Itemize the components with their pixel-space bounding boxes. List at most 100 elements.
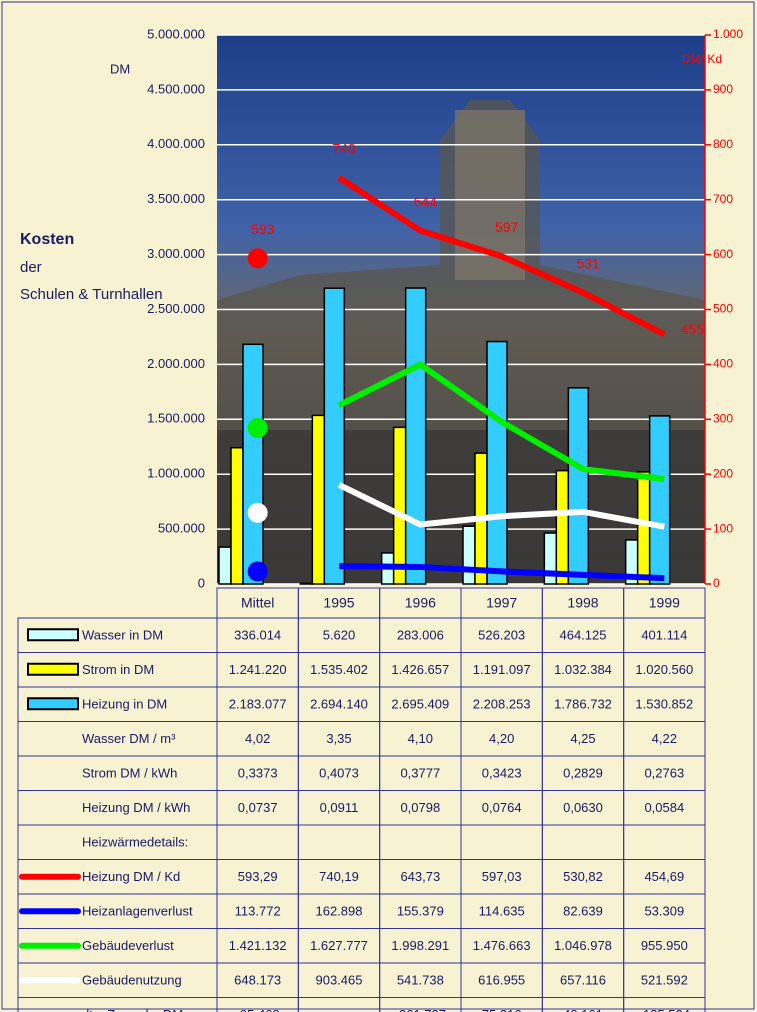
y2-tick-label: 500 (713, 302, 733, 316)
line (337, 361, 665, 483)
y2-tick-label: 1.000 (713, 27, 743, 41)
table-value: 1.426.657 (391, 662, 449, 677)
table-cell (297, 997, 381, 1012)
table-cell (379, 997, 462, 1012)
bar (462, 525, 476, 585)
row-label: Strom in DM (82, 662, 154, 677)
table-value: 648.173 (234, 973, 281, 988)
y-tick-label: 3.000.000 (147, 246, 205, 261)
row-label: Gebäudeverlust (82, 938, 174, 953)
table-cell (541, 997, 625, 1012)
table-value: 162.898 (316, 904, 363, 919)
table-value: 1.627.777 (310, 938, 368, 953)
y-tick-label: 500.000 (158, 521, 205, 536)
table-value: 1.530.852 (635, 697, 693, 712)
y-tick-label: 0 (198, 575, 205, 590)
marker (247, 561, 268, 582)
table-value: 2.208.253 (473, 697, 531, 712)
table-value: 75.216 (482, 1007, 522, 1012)
table-value: 0,0584 (644, 800, 684, 815)
table-value: 521.592 (641, 973, 688, 988)
table-value: 0,2763 (644, 766, 684, 781)
table-value: 401.114 (641, 628, 687, 643)
table-value: 541.738 (397, 973, 444, 988)
bar (242, 343, 264, 585)
table-cell (216, 997, 299, 1012)
table-value: -95.468 (236, 1007, 280, 1012)
y2-tick-label: 300 (713, 411, 733, 425)
data-label: 644 (414, 193, 438, 209)
table-value: 0,3373 (238, 766, 278, 781)
table-value: 1.032.384 (554, 662, 612, 677)
data-label: 597 (495, 219, 519, 235)
table-value: 0,0737 (238, 800, 278, 815)
table-value: 530,82 (563, 869, 603, 884)
table-value: 0,0798 (400, 800, 440, 815)
table-value: 597,03 (482, 869, 522, 884)
table-value: 4,22 (652, 731, 677, 746)
table-value: 0,0764 (482, 800, 522, 815)
table-value: 114.635 (479, 904, 525, 919)
legend-swatch (27, 662, 79, 676)
y2-axis-label: DM/ Kd (682, 52, 722, 66)
line (337, 175, 666, 338)
table-value: 1.998.291 (391, 938, 449, 953)
table-value: 1.046.978 (554, 938, 612, 953)
table-value: 1.020.560 (635, 662, 693, 677)
table-value: -135.524 (639, 1007, 690, 1012)
y-tick-label: 4.000.000 (147, 136, 205, 151)
table-value: 464.125 (560, 628, 607, 643)
bar (636, 471, 651, 585)
x-tick-label: 1997 (486, 595, 517, 611)
table-value: 2.694.140 (310, 697, 368, 712)
y2-tick-label: 400 (713, 357, 733, 371)
row-label: Gebäudenutzung (82, 973, 182, 988)
table-value: 155.379 (397, 904, 444, 919)
marker (247, 248, 268, 269)
x-tick-label: 1996 (405, 595, 436, 611)
table-value: 4,02 (245, 731, 270, 746)
table-value: -361.727 (395, 1007, 446, 1012)
bar (555, 469, 570, 585)
row-label: Wasser DM / m³ (82, 731, 176, 746)
table-value: 2.695.409 (391, 697, 449, 712)
bar (218, 546, 232, 585)
x-tick-label: 1998 (567, 595, 598, 611)
title-line: Schulen & Turnhallen (20, 286, 163, 303)
y2-tick-label: 900 (713, 82, 733, 96)
y-tick-label: 1.000.000 (147, 466, 205, 481)
y-tick-label: 5.000.000 (147, 26, 205, 41)
row-label: Heizung DM / Kd (82, 869, 180, 884)
y-tick-label: 3.500.000 (147, 191, 205, 206)
title-line: Kosten (20, 231, 74, 248)
data-table: Mittel 1995 1996 1997 1998 1999 Wasser in DM 33… (17, 587, 706, 1012)
bar (299, 582, 314, 585)
y2-tick-label: 700 (713, 192, 733, 206)
row-label: Heizung in DM (82, 697, 167, 712)
table-value: 616.955 (478, 973, 525, 988)
line (338, 563, 665, 582)
table-value: 657.116 (560, 973, 606, 988)
marker (247, 417, 268, 438)
x-tick-label: Mittel (241, 595, 274, 611)
y2-tick-label: 200 (713, 466, 733, 480)
row-label: Heizwärmedetails: (82, 835, 188, 850)
table-value: 0,2829 (563, 766, 603, 781)
bar (567, 387, 590, 585)
table-value: 0,0911 (320, 800, 359, 815)
table-value: 0,3423 (482, 766, 522, 781)
table-value: 1.241.220 (229, 662, 287, 677)
y2-tick-label: 800 (713, 137, 733, 151)
x-tick-label: 1999 (649, 595, 680, 611)
y2-tick-label: 0 (713, 576, 720, 590)
data-label: 531 (576, 255, 600, 271)
table-value: 1.191.097 (473, 662, 531, 677)
line (337, 482, 665, 530)
row-label: Strom DM / kWh (82, 766, 177, 781)
table-value: 3,35 (326, 731, 351, 746)
row-label: Wasser in DM (82, 628, 163, 643)
row-label: dto. Zuwachs DM (82, 1007, 183, 1012)
table-value: 40.161 (563, 1007, 603, 1012)
table-value: 740,19 (319, 869, 359, 884)
